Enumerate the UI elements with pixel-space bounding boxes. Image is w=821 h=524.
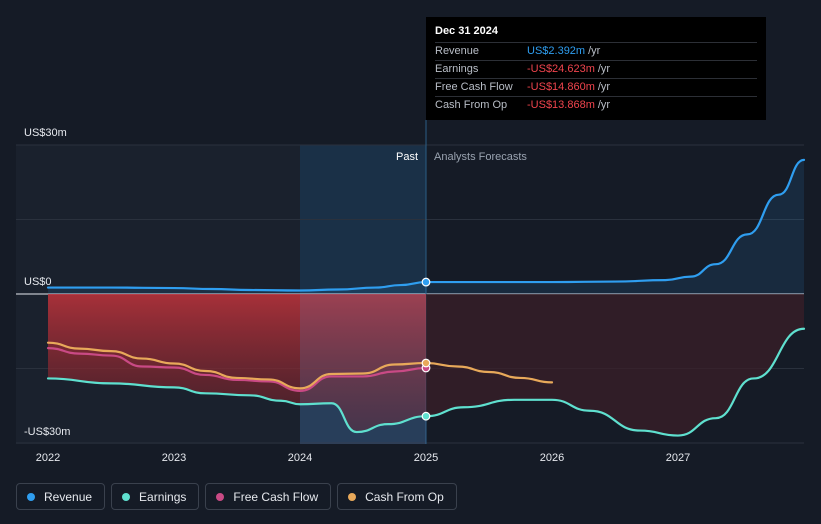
marker-revenue bbox=[421, 277, 431, 287]
tooltip-label: Revenue bbox=[435, 45, 480, 57]
tooltip-row-cash-from-op: Cash From Op -US$13.868m /yr bbox=[435, 97, 757, 114]
chart-plot: US$30m US$0 -US$30m 2022 2023 2024 2025 2026 202… bbox=[16, 120, 806, 464]
x-tick-label: 2023 bbox=[162, 452, 186, 464]
x-tick-label: 2026 bbox=[540, 452, 564, 464]
tooltip-panel: Dec 31 2024 Revenue US$2.392m /yr Earnin… bbox=[426, 17, 766, 120]
legend-label: Cash From Op bbox=[365, 489, 444, 504]
tooltip-label: Earnings bbox=[435, 63, 479, 75]
tooltip-row-free-cash-flow: Free Cash Flow -US$14.860m /yr bbox=[435, 79, 757, 97]
x-tick-label: 2024 bbox=[288, 452, 312, 464]
series-line-free-cash-flow bbox=[46, 347, 428, 392]
x-tick-label: 2022 bbox=[36, 452, 60, 464]
tooltip-value: -US$14.860m bbox=[527, 81, 595, 93]
y-tick-label: US$0 bbox=[24, 276, 52, 288]
tooltip-row-revenue: Revenue US$2.392m /yr bbox=[435, 43, 757, 61]
tooltip-unit: /yr bbox=[597, 99, 611, 111]
marker-earnings bbox=[421, 411, 431, 421]
tooltip-unit: /yr bbox=[597, 63, 611, 75]
tooltip-value: -US$13.868m bbox=[527, 99, 595, 111]
tooltip-row-earnings: Earnings -US$24.623m /yr bbox=[435, 61, 757, 79]
x-tick-label: 2027 bbox=[666, 452, 690, 464]
forecast-label: Analysts Forecasts bbox=[434, 151, 527, 163]
legend-dot-icon bbox=[122, 492, 131, 501]
revenue-area bbox=[48, 159, 804, 294]
earnings-area-past bbox=[48, 294, 426, 433]
past-label: Past bbox=[396, 151, 418, 163]
tooltip-label: Cash From Op bbox=[435, 99, 508, 111]
legend-dot-icon bbox=[27, 492, 35, 501]
legend-label: Earnings bbox=[139, 489, 187, 504]
highlight-overlay bbox=[300, 294, 426, 444]
marker-cash-from-op bbox=[421, 358, 431, 368]
y-tick-label: -US$30m bbox=[24, 426, 70, 438]
tooltip-value: -US$24.623m bbox=[527, 63, 595, 75]
series-line-cash-from-op bbox=[46, 341, 554, 390]
legend-item-revenue[interactable]: Revenue bbox=[16, 483, 106, 510]
legend-label: Free Cash Flow bbox=[233, 489, 319, 504]
legend-item-cash-from-op[interactable]: Cash From Op bbox=[337, 483, 457, 510]
legend-label: Revenue bbox=[44, 489, 93, 504]
legend-dot-icon bbox=[216, 492, 225, 501]
legend-item-free-cash-flow[interactable]: Free Cash Flow bbox=[205, 483, 332, 510]
legend-dot-icon bbox=[348, 492, 357, 501]
legend: Revenue Earnings Free Cash Flow Cash Fro… bbox=[16, 483, 457, 510]
tooltip-date: Dec 31 2024 bbox=[435, 25, 757, 43]
y-tick-label: US$30m bbox=[24, 127, 67, 139]
earnings-area-forecast bbox=[426, 294, 804, 436]
legend-item-earnings[interactable]: Earnings bbox=[111, 483, 200, 510]
tooltip-value: US$2.392m bbox=[527, 45, 586, 57]
tooltip-unit: /yr bbox=[597, 81, 611, 93]
tooltip-unit: /yr bbox=[588, 45, 601, 57]
tooltip-label: Free Cash Flow bbox=[435, 81, 513, 93]
x-tick-label: 2025 bbox=[414, 452, 438, 464]
series-line-earnings bbox=[46, 327, 806, 437]
